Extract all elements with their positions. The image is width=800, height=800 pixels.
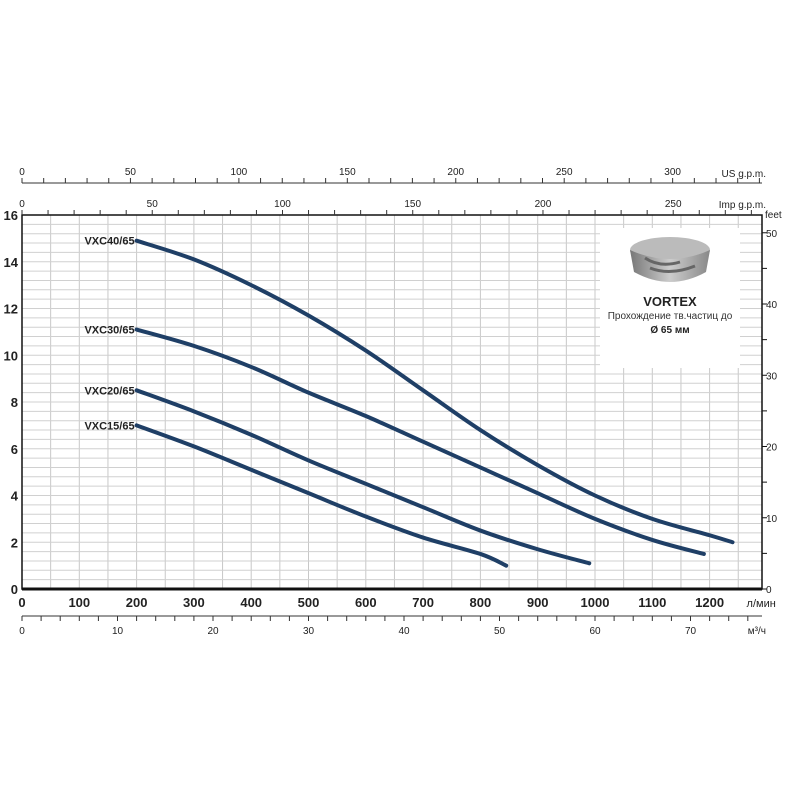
feet-tick-label: 20	[766, 443, 778, 454]
x-tick-label: 700	[412, 595, 434, 610]
y-tick-label: 10	[4, 348, 18, 363]
m3h-tick-label: 40	[398, 626, 410, 637]
y-tick-label: 14	[4, 255, 19, 270]
us-gpm-tick-label: 250	[556, 167, 573, 178]
m3h-tick-label: 20	[207, 626, 219, 637]
y-tick-label: 6	[11, 442, 18, 457]
series-label: VXC40/65	[84, 236, 134, 248]
m3h-tick-label: 60	[589, 626, 601, 637]
x-tick-label: 600	[355, 595, 377, 610]
feet-tick-label: 10	[766, 514, 778, 525]
y-tick-label: 8	[11, 395, 18, 410]
imp-gpm-tick-label: 200	[535, 199, 552, 210]
imp-gpm-tick-label: 0	[19, 199, 25, 210]
imp-gpm-axis-label: Imp g.p.m.	[719, 200, 766, 211]
feet-tick-label: 0	[766, 585, 772, 596]
m3h-tick-label: 50	[494, 626, 506, 637]
x-tick-label: 300	[183, 595, 205, 610]
us-gpm-tick-label: 0	[19, 167, 25, 178]
info-title: VORTEX	[643, 294, 697, 309]
impeller-icon	[630, 237, 710, 282]
m3h-axis-label: м³/ч	[748, 626, 766, 637]
info-box: VORTEX Прохождение тв.частиц до Ø 65 мм	[600, 228, 740, 368]
x-axis-label: л/мин	[747, 598, 776, 610]
x-tick-label: 400	[240, 595, 262, 610]
us-gpm-tick-label: 200	[447, 167, 464, 178]
x-tick-label: 1000	[581, 595, 610, 610]
feet-axis-label: feet	[765, 210, 782, 221]
us-gpm-tick-label: 100	[231, 167, 248, 178]
imp-gpm-tick-label: 250	[665, 199, 682, 210]
y-tick-label: 4	[11, 489, 19, 504]
m3h-tick-label: 10	[112, 626, 124, 637]
us-gpm-tick-label: 50	[125, 167, 137, 178]
feet-tick-label: 40	[766, 300, 778, 311]
feet-tick-label: 30	[766, 371, 778, 382]
series-curve-vxc40-65	[134, 238, 735, 545]
series-label: VXC30/65	[84, 325, 134, 337]
series-label: VXC15/65	[84, 420, 134, 432]
x-tick-label: 500	[298, 595, 320, 610]
series-curve-vxc15-65	[134, 423, 509, 568]
y-tick-label: 16	[4, 208, 18, 223]
imp-gpm-tick-label: 150	[404, 199, 421, 210]
series-label: VXC20/65	[84, 385, 134, 397]
us-gpm-tick-label: 300	[664, 167, 681, 178]
series-curve-vxc30-65	[134, 327, 706, 556]
y-tick-label: 12	[4, 302, 18, 317]
x-tick-label: 100	[68, 595, 90, 610]
feet-tick-label: 50	[766, 229, 778, 240]
x-tick-label: 800	[470, 595, 492, 610]
info-subtitle: Прохождение тв.частиц до	[607, 311, 733, 322]
m3h-tick-label: 30	[303, 626, 315, 637]
us-gpm-axis-label: US g.p.m.	[722, 169, 766, 180]
series-curve-vxc20-65	[134, 388, 592, 566]
m3h-tick-label: 70	[685, 626, 697, 637]
y-tick-label: 0	[11, 582, 18, 597]
x-tick-label: 1200	[695, 595, 724, 610]
x-tick-label: 1100	[638, 595, 666, 610]
y-tick-label: 2	[11, 535, 18, 550]
x-tick-label: 0	[18, 595, 25, 610]
x-tick-label: 900	[527, 595, 549, 610]
m3h-tick-label: 0	[19, 626, 25, 637]
imp-gpm-tick-label: 50	[147, 199, 159, 210]
imp-gpm-tick-label: 100	[274, 199, 291, 210]
us-gpm-tick-label: 150	[339, 167, 356, 178]
info-diameter: Ø 65 мм	[650, 325, 690, 336]
x-tick-label: 200	[126, 595, 148, 610]
